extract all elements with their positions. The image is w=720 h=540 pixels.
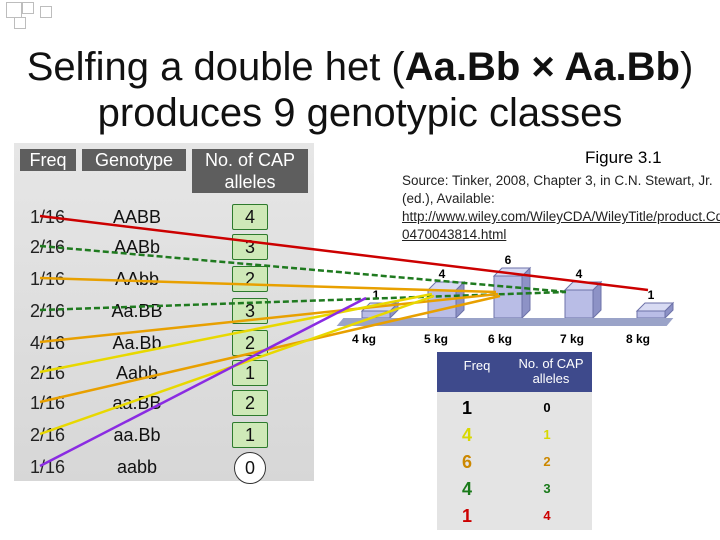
- chart-bar: [361, 310, 391, 319]
- row-genotype: Aa.Bb: [112, 333, 162, 353]
- chart-data-label: 1: [648, 288, 655, 302]
- mini-row-cap: 2: [543, 454, 551, 469]
- chart-data-label: 1: [373, 288, 380, 302]
- mini-row-freq: 1: [461, 506, 472, 526]
- row-genotype: aa.Bb: [113, 425, 161, 445]
- chart-floor: [336, 318, 674, 326]
- row-genotype: aa.BB: [112, 393, 162, 413]
- row-cap-count: 1: [232, 360, 268, 386]
- figure-source: Source: Tinker, 2008, Chapter 3, in C.N.…: [402, 172, 720, 244]
- mini-row-cap: 3: [543, 481, 551, 496]
- chart-bar-top: [360, 302, 400, 312]
- title-prefix: Selfing a double het (: [26, 45, 405, 89]
- chart-bar-top: [492, 267, 532, 277]
- row-freq: 2/16: [30, 363, 66, 383]
- chart-bar: [493, 275, 523, 319]
- row-freq: 2/16: [30, 425, 66, 445]
- chart-x-tick-label: 8 kg: [626, 332, 651, 346]
- row-cap-count: 0: [234, 452, 266, 484]
- row-freq: 1/16: [30, 207, 66, 227]
- mini-row-cap: 4: [543, 508, 551, 523]
- chart-bar-side: [592, 280, 602, 320]
- row-freq: 2/16: [30, 237, 66, 257]
- chart-bar-top: [635, 302, 675, 312]
- row-freq: 2/16: [30, 301, 66, 321]
- chart-bar-side: [389, 301, 399, 320]
- mini-table-header: Freq No. of CAP alleles: [437, 352, 592, 392]
- row-cap-count: 4: [232, 204, 268, 230]
- mini-row-freq: 4: [461, 479, 472, 499]
- chart-bar: [427, 289, 457, 319]
- row-genotype: Aabb: [115, 363, 159, 383]
- mini-row-freq: 4: [461, 425, 472, 445]
- mini-header-cap: No. of CAP alleles: [518, 356, 584, 386]
- source-text: Source: Tinker, 2008, Chapter 3, in C.N.…: [402, 173, 713, 206]
- chart-bar-side: [664, 301, 674, 320]
- mini-row-freq: 6: [461, 452, 472, 472]
- title-suffix: ): [679, 45, 694, 89]
- row-genotype: AABB: [112, 207, 162, 227]
- chart-bar-side: [455, 280, 465, 320]
- mini-row-cap: 1: [543, 427, 551, 442]
- mini-row-cap: 0: [543, 400, 551, 415]
- row-cap-count: 2: [232, 330, 268, 356]
- row-freq: 1/16: [30, 457, 66, 477]
- chart-bar: [564, 289, 594, 319]
- row-freq: 1/16: [30, 269, 66, 289]
- slide-title: Selfing a double het (Aa.Bb × Aa.Bb) pro…: [0, 44, 720, 136]
- decorative-square: [14, 17, 26, 29]
- row-genotype: Aa.BB: [111, 301, 163, 321]
- chart-data-label: 4: [576, 267, 583, 281]
- decorative-square: [6, 2, 22, 18]
- chart-x-tick-label: 7 kg: [560, 332, 585, 346]
- mini-row-freq: 1: [461, 398, 472, 418]
- mini-header-freq: Freq: [463, 358, 491, 373]
- title-cross: Aa.Bb × Aa.Bb: [404, 45, 680, 89]
- chart-data-label: 4: [439, 267, 446, 281]
- row-genotype: AAbb: [114, 269, 160, 289]
- chart-x-tick-label: 4 kg: [352, 332, 377, 346]
- row-cap-count: 3: [232, 298, 268, 324]
- row-cap-count: 1: [232, 422, 268, 448]
- title-line-1: Selfing a double het (Aa.Bb × Aa.Bb): [0, 44, 720, 90]
- row-cap-count: 3: [232, 234, 268, 260]
- mini-table: 1 0 4 1 6 2 4 3 1 4: [437, 392, 592, 530]
- header-genotype: Genotype: [82, 149, 186, 171]
- row-freq: 4/16: [30, 333, 66, 353]
- row-genotype: aabb: [116, 457, 158, 477]
- decorative-square: [40, 6, 52, 18]
- chart-bar-top: [563, 281, 603, 291]
- chart-data-label: 6: [505, 253, 512, 267]
- chart-bar: [636, 310, 666, 319]
- row-freq: 1/16: [30, 393, 66, 413]
- figure-label: Figure 3.1: [585, 148, 662, 167]
- chart-bar-side: [521, 266, 531, 320]
- source-link[interactable]: http://www.wiley.com/WileyCDA/WileyTitle…: [402, 209, 720, 242]
- row-genotype: AABb: [113, 237, 161, 257]
- chart-x-tick-label: 6 kg: [488, 332, 513, 346]
- row-cap-count: 2: [232, 390, 268, 416]
- header-cap: No. of CAP alleles: [192, 149, 308, 193]
- decorative-square: [22, 2, 34, 14]
- row-cap-count: 2: [232, 266, 268, 292]
- title-line-2: produces 9 genotypic classes: [97, 91, 623, 135]
- header-freq: Freq: [20, 149, 76, 171]
- chart-bar-top: [426, 281, 466, 291]
- chart-x-tick-label: 5 kg: [424, 332, 449, 346]
